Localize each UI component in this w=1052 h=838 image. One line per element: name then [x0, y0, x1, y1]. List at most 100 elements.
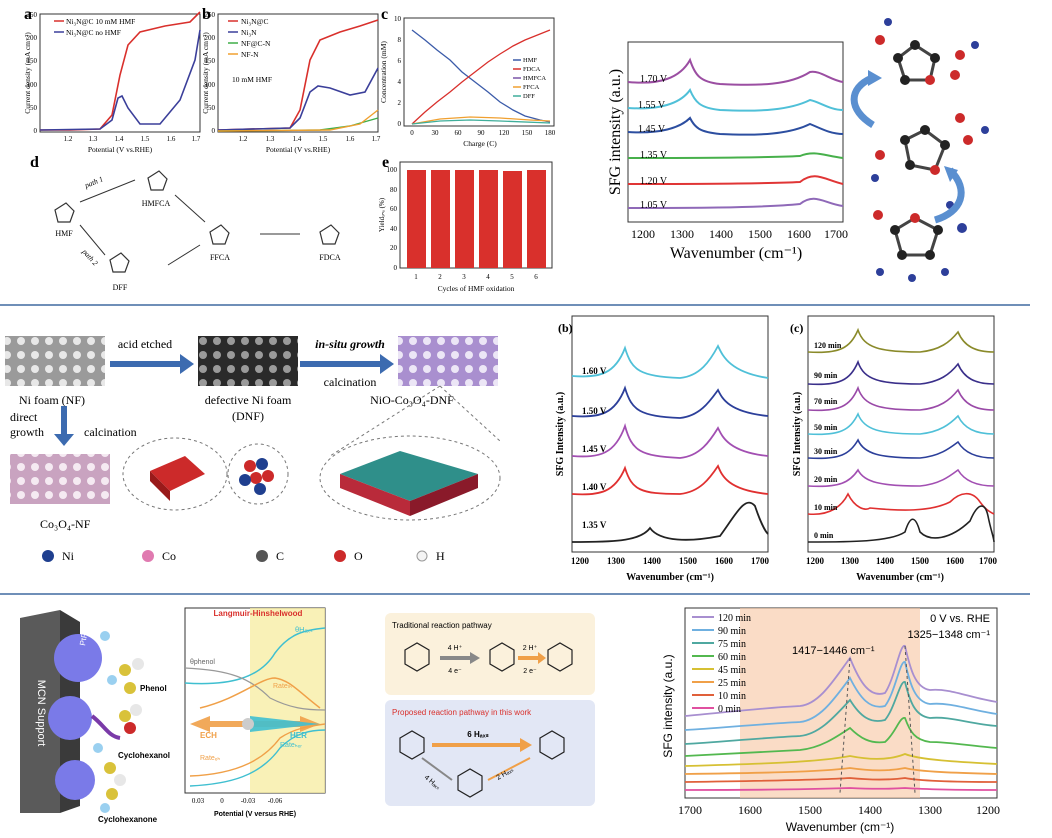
panel-e-yticks: 0 20 40 60 80 100 [387, 166, 398, 272]
svg-text:90: 90 [478, 129, 486, 137]
panel-e-xlabel: Cycles of HMF oxidation [438, 284, 515, 293]
label-phenol: Phenol [140, 684, 167, 693]
reaction-pathways: Traditional reaction pathway 4 H⁺ 4 e⁻ 2… [385, 613, 595, 806]
panel-c-xlabel: Charge (C) [463, 139, 497, 148]
svg-text:200: 200 [27, 34, 38, 42]
row3-trace-5 [684, 767, 998, 775]
svg-text:1200: 1200 [571, 556, 590, 566]
panel-c-legend: HMF FDCA HMFCA FFCA DFF [513, 57, 546, 100]
svg-text:1.4: 1.4 [293, 135, 302, 143]
svg-text:1.35 V: 1.35 V [640, 150, 668, 161]
svg-text:250: 250 [27, 11, 38, 19]
panel-a-legend-0: Ni₃N@C 10 mM HMF [66, 17, 135, 26]
row2-c-trace-3 [807, 412, 995, 436]
svg-text:1200: 1200 [976, 803, 1000, 817]
row1-sfg-plot: 1.70 V 1.55 V 1.45 V 1.35 V 1.20 V 1.05 … [607, 41, 848, 262]
lh-label-rate-ech: Rateₑₕ [200, 755, 220, 762]
svg-text:1500: 1500 [748, 227, 772, 241]
svg-text:1: 1 [414, 273, 418, 281]
svg-text:1700: 1700 [678, 803, 702, 817]
ni-foam-image [5, 336, 105, 386]
panel-b: b Ni₃N@C Ni₃N NF@C-N NF-N 10 mM HMF 0 50… [201, 6, 381, 154]
svg-text:C: C [276, 549, 284, 563]
row2-c-trace-2 [807, 385, 995, 412]
svg-text:2: 2 [398, 99, 402, 107]
row2-panel-b-letter: (b) [558, 321, 573, 335]
row3-sfg-band1: 1417−1446 cm⁻¹ [792, 645, 875, 657]
row3-trace-1 [684, 661, 998, 731]
svg-text:1400: 1400 [709, 227, 733, 241]
lh-label-ech: ECH [200, 731, 217, 740]
svg-text:40: 40 [390, 225, 398, 233]
step1-top: 4 H⁺ [448, 645, 463, 652]
panel-b-curve-ni3n [217, 67, 379, 131]
svg-text:-0.03: -0.03 [241, 797, 256, 805]
panel-e-bar-2 [431, 170, 450, 268]
svg-text:1.5: 1.5 [141, 135, 150, 143]
panel-c-ylabel: Concentration (mM) [379, 41, 388, 103]
lh-label-theta-h: θHₐₓₛ [295, 625, 313, 634]
row2-b-xlabel: Wavenumber (cm⁻¹) [626, 572, 714, 583]
svg-text:10 min: 10 min [814, 503, 838, 512]
label-traditional: Traditional reaction pathway [392, 621, 492, 630]
row2-b-trace-0 [571, 344, 769, 379]
svg-text:1.6: 1.6 [167, 135, 176, 143]
row2-b-trace-1 [571, 385, 769, 419]
svg-text:75 min: 75 min [718, 639, 746, 650]
label-growth: growth [10, 425, 44, 439]
svg-text:180: 180 [545, 129, 556, 137]
svg-text:20: 20 [390, 244, 398, 252]
svg-text:6: 6 [534, 273, 538, 281]
row2-b-trace-labels: 1.60 V 1.50 V 1.45 V 1.40 V 1.35 V [582, 366, 607, 530]
label-defective: defective Ni foam [205, 393, 292, 407]
lh-rate-her-curve [189, 729, 326, 787]
row1-sfg-trace-3 [627, 152, 844, 159]
svg-text:5: 5 [510, 273, 514, 281]
row2-c-trace-labels: 120 min 90 min 70 min 50 min 30 min 20 m… [814, 341, 842, 540]
label-mcn-support: MCN Support [35, 680, 47, 747]
svg-text:8: 8 [398, 36, 402, 44]
panel-e: e 0 20 40 60 80 100 1 2 3 4 5 6 Cycles of HM… [378, 154, 553, 293]
row1-sfg-trace-4 [627, 175, 844, 185]
svg-text:4: 4 [398, 78, 402, 86]
panel-c-ffca [411, 116, 551, 125]
svg-text:FDCA: FDCA [523, 66, 541, 73]
row3-trace-6 [684, 777, 998, 783]
svg-text:0 min: 0 min [718, 704, 741, 715]
svg-text:1300: 1300 [841, 556, 860, 566]
svg-text:Ni₃N@C: Ni₃N@C [241, 17, 268, 26]
panel-b-note: 10 mM HMF [232, 75, 272, 84]
step2-bot: 2 e⁻ [523, 668, 537, 675]
zoom-circle-1 [122, 437, 228, 511]
svg-text:1.5: 1.5 [319, 135, 328, 143]
panel-c-dff [411, 119, 551, 125]
svg-text:150: 150 [522, 129, 533, 137]
svg-text:1600: 1600 [738, 803, 762, 817]
panel-a-letter: a [24, 6, 32, 23]
svg-text:150: 150 [205, 57, 216, 65]
label-product: NiO-Co₃O₄-DNF [370, 393, 454, 407]
lh-label-her: HER [290, 731, 307, 740]
panel-d-letter: d [30, 154, 39, 171]
svg-text:1.55 V: 1.55 V [638, 100, 666, 111]
row1-molecule-models [850, 18, 989, 282]
svg-text:1600: 1600 [946, 556, 965, 566]
element-legend: Ni Co C O H [42, 549, 445, 563]
step2-top: 2 H⁺ [523, 645, 538, 652]
lh-title: Langmuir-Hinshelwood [214, 609, 303, 618]
svg-text:HMFCA: HMFCA [523, 75, 546, 82]
panel-b-xticks: 1.2 1.3 1.4 1.5 1.6 1.7 [239, 135, 381, 143]
panel-c-hmf [411, 29, 551, 123]
svg-text:1600: 1600 [787, 227, 811, 241]
row1-sfg-trace-0 [627, 57, 844, 86]
svg-text:4: 4 [486, 273, 490, 281]
svg-text:1.35 V: 1.35 V [582, 520, 607, 530]
svg-text:1.7: 1.7 [372, 135, 381, 143]
panel-b-legend: Ni₃N@C Ni₃N NF@C-N NF-N [228, 17, 271, 59]
svg-text:0: 0 [398, 120, 402, 128]
svg-text:0: 0 [410, 129, 414, 137]
row3-trace-4 [684, 753, 998, 767]
svg-text:1500: 1500 [798, 803, 822, 817]
svg-text:45 min: 45 min [718, 665, 746, 676]
section-divider-1 [0, 304, 1030, 306]
